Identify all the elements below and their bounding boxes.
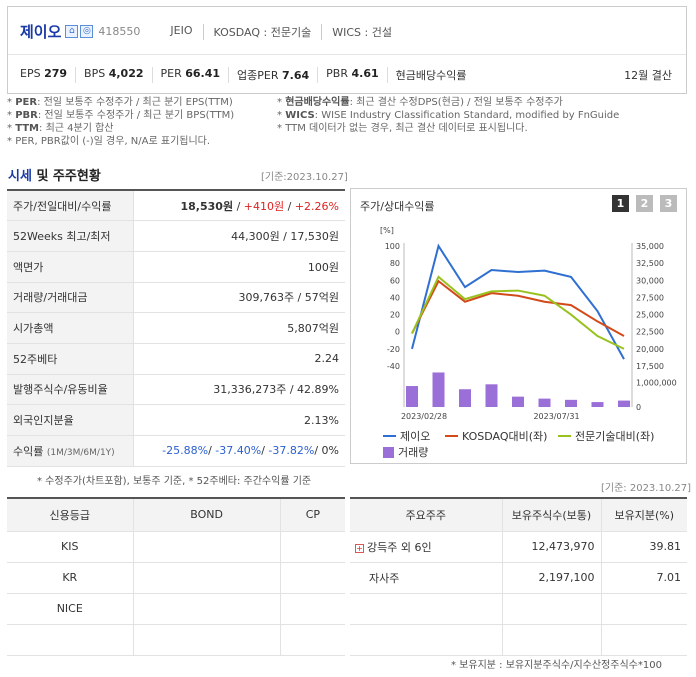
stock-code: 418550 [98, 25, 141, 38]
table-row: 주가/전일대비/수익률 18,530원 / +410원 / +2.26% [7, 190, 345, 222]
left-tick-label: 60 [390, 276, 400, 285]
price-stats-table: 주가/전일대비/수익률 18,530원 / +410원 / +2.26% 52We… [7, 189, 345, 467]
chart-page-3-button[interactable]: 3 [660, 195, 677, 212]
metric-pbr: PBR 4.61 [326, 67, 388, 83]
right-tick-label: 35,000 [636, 242, 664, 251]
left-tick-label: -40 [387, 362, 400, 371]
left-tick-label: 20 [390, 311, 400, 320]
right-tick-label: 27,500 [636, 293, 664, 302]
left-tick-label: 80 [390, 259, 400, 268]
legend-kosdaq: KOSDAQ대비(좌) [445, 428, 547, 444]
table-row: 52Weeks 최고/최저 44,300원 / 17,530원 [7, 220, 345, 252]
legend-sector: 전문기술대비(좌) [558, 428, 654, 444]
wics: WICS : 건설 [321, 23, 402, 40]
credit-rating-table: 신용등급 BOND CP KIS KR NICE [7, 497, 345, 656]
volume-bar [618, 400, 630, 407]
table-row: KIS [7, 531, 345, 563]
chart-page-2-button[interactable]: 2 [636, 195, 653, 212]
major-shareholders-table: 주요주주 보유주식수(보통) 보유지분(%) + 강득주 외 6인 12,473,970… [350, 497, 687, 656]
legend-jeio: 제이오 [383, 428, 430, 444]
chart-unit-label: [%] [380, 226, 394, 235]
table-row [7, 624, 345, 656]
home-icon[interactable]: ⌂ [65, 25, 79, 38]
right-tick-label: 32,500 [636, 259, 664, 268]
footnote: * 보유지분 : 보유지분주식수/지수산정주식수*100 [451, 660, 662, 671]
left-tick-label: 0 [395, 328, 400, 337]
table-row: 수익률 (1M/3M/6M/1Y) -25.88%/ -37.40%/ -37.8… [7, 435, 345, 467]
volume-bar [432, 372, 445, 407]
volume-bar [459, 389, 471, 407]
volume-bar [538, 398, 551, 407]
table-row: 시가총액 5,807억원 [7, 312, 345, 344]
chart-pager: 1 2 3 [605, 195, 677, 212]
metric-eps: EPS 279 [20, 67, 77, 83]
chart-page-1-button[interactable]: 1 [612, 195, 629, 212]
left-tick-label: -20 [387, 345, 400, 354]
section-date: [기준:2023.10.27] [261, 172, 348, 183]
volume-bar [565, 399, 577, 407]
metric-bps: BPS 4,022 [84, 67, 153, 83]
right-tick-label: 30,000 [636, 276, 664, 285]
table-row: 액면가 100원 [7, 251, 345, 283]
table-row: NICE [7, 593, 345, 625]
right-tick-label: 22,500 [636, 328, 664, 337]
volume-tick-label: 0 [636, 403, 641, 412]
left-tick-label: 100 [385, 242, 400, 251]
series-line-3 [411, 275, 625, 350]
volume-bar [485, 384, 498, 407]
volume-tick-label: 1,000,000 [636, 378, 677, 387]
metric-sector-per: 업종PER 7.64 [237, 67, 319, 83]
volume-bar [406, 386, 418, 407]
info-icon[interactable]: ◎ [80, 25, 94, 38]
right-tick-label: 25,000 [636, 311, 664, 320]
section-title: 시세 및 주주현황 [8, 169, 101, 184]
volume-bar [512, 396, 524, 407]
eng-name: JEIO [170, 23, 193, 37]
x-tick-label: 2023/07/31 [533, 412, 579, 421]
table-row: 외국인지분율 2.13% [7, 404, 345, 436]
table-row: 발행주식수/유동비율 31,336,273주 / 42.89% [7, 374, 345, 406]
metric-dividend-yield: 현금배당수익률 [395, 69, 467, 82]
price-chart: [%] 100 80 60 40 20 0 -20 -40 35,000 32,500 30,000… [380, 226, 677, 421]
table-row [350, 593, 687, 625]
table-row: + 강득주 외 6인 12,473,970 39.81 [350, 531, 687, 563]
table-row: 52주베타 2.24 [7, 343, 345, 375]
x-tick-label: 2023/02/28 [401, 412, 447, 421]
table-row [350, 624, 687, 656]
metric-per: PER 66.41 [161, 67, 230, 83]
expand-icon[interactable]: + [355, 543, 364, 553]
fiscal-month: 12월 결산 [624, 69, 672, 82]
table-row: KR [7, 562, 345, 594]
series-line-2 [411, 279, 625, 337]
chart-panel [350, 188, 687, 464]
market: KOSDAQ : 전문기술 [202, 23, 322, 40]
stats-note: * 수정주가(차트포함), 보통주 기준, * 52주베타: 주간수익률 기준 [37, 476, 312, 487]
left-tick-label: 40 [390, 293, 400, 302]
right-tick-label: 17,500 [636, 362, 664, 371]
metrics-bar: EPS 279 BPS 4,022 PER 66.41 업종PER 7.64 P… [20, 67, 482, 83]
right-tick-label: 20,000 [636, 345, 664, 354]
volume-bar [591, 402, 604, 407]
legend-volume: 거래량 [383, 444, 428, 460]
company-name: 제이오 [20, 23, 62, 41]
holders-date: [기준: 2023.10.27] [601, 483, 692, 494]
series-line-1 [411, 243, 625, 360]
chart-title: 주가/상대수익률 [360, 200, 435, 213]
table-row: 자사주 2,197,100 7.01 [350, 562, 687, 594]
table-row: 거래량/거래대금 309,763주 / 57억원 [7, 282, 345, 314]
company-header: 제이오 ⌂ ◎ 418550 JEIO KOSDAQ : 전문기술 WICS :… [7, 6, 687, 94]
